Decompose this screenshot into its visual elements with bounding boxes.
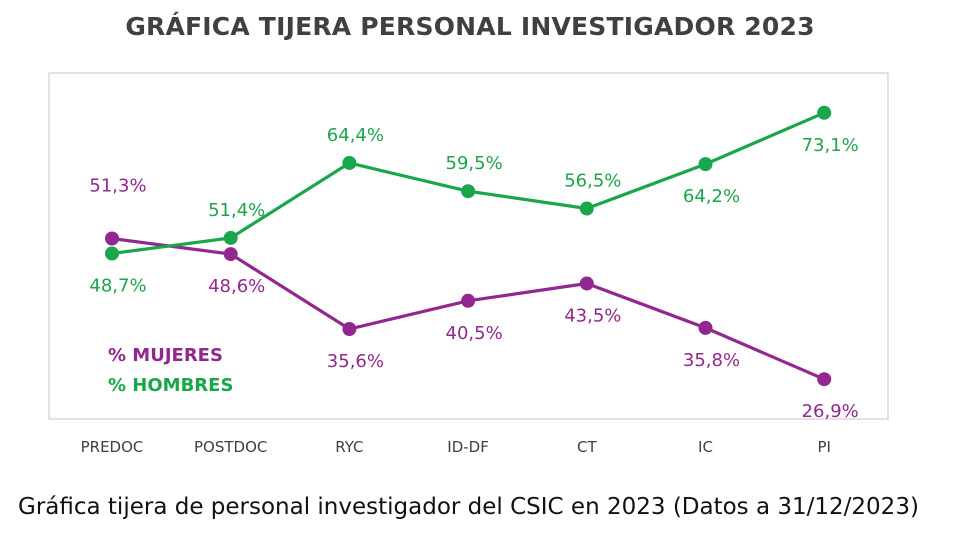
data-point-mujeres-ryc (342, 322, 357, 337)
data-point-hombres-id-df (461, 184, 476, 199)
data-label-hombres-id-df: 59,5% (446, 153, 503, 174)
data-label-hombres-ct: 56,5% (564, 171, 621, 192)
data-label-mujeres-ryc: 35,6% (327, 351, 384, 372)
data-point-mujeres-predoc (105, 231, 119, 246)
data-label-mujeres-pi: 26,9% (802, 401, 859, 422)
x-tick-label-pi: PI (817, 438, 830, 456)
data-point-mujeres-id-df (461, 293, 476, 308)
data-point-hombres-pi (817, 105, 832, 120)
data-label-mujeres-predoc: 51,3% (89, 176, 146, 197)
data-label-mujeres-id-df: 40,5% (446, 323, 503, 344)
series-line-hombres (111, 111, 825, 256)
data-point-hombres-ct (579, 201, 594, 216)
x-tick-label-ic: IC (698, 438, 713, 456)
chart-title: GRÁFICA TIJERA PERSONAL INVESTIGADOR 202… (125, 12, 815, 41)
x-tick-label-id-df: ID-DF (447, 438, 489, 456)
data-label-hombres-ryc: 64,4% (327, 125, 384, 146)
data-point-mujeres-postdoc (223, 247, 238, 262)
data-label-hombres-ic: 64,2% (683, 186, 740, 207)
x-tick-label-ct: CT (577, 438, 597, 456)
x-tick-label-postdoc: POSTDOC (194, 438, 267, 456)
data-point-hombres-predoc (105, 246, 119, 261)
data-point-mujeres-ct (579, 276, 594, 291)
data-point-hombres-ryc (342, 155, 357, 170)
data-point-mujeres-ic (698, 320, 713, 335)
plot-area-border (48, 72, 889, 420)
data-label-hombres-pi: 73,1% (802, 135, 859, 156)
data-point-hombres-postdoc (223, 230, 238, 245)
data-label-hombres-postdoc: 51,4% (208, 200, 265, 221)
legend-hombres: % HOMBRES (108, 375, 233, 396)
data-label-hombres-predoc: 48,7% (89, 275, 146, 296)
data-point-mujeres-pi (817, 372, 832, 387)
x-tick-label-predoc: PREDOC (81, 438, 144, 456)
data-label-mujeres-postdoc: 48,6% (208, 276, 265, 297)
figure-caption: Gráfica tijera de personal investigador … (18, 494, 919, 520)
data-label-mujeres-ct: 43,5% (564, 305, 621, 326)
legend-mujeres: % MUJERES (108, 345, 223, 366)
data-point-hombres-ic (698, 157, 713, 172)
data-label-mujeres-ic: 35,8% (683, 350, 740, 371)
x-tick-label-ryc: RYC (335, 438, 363, 456)
